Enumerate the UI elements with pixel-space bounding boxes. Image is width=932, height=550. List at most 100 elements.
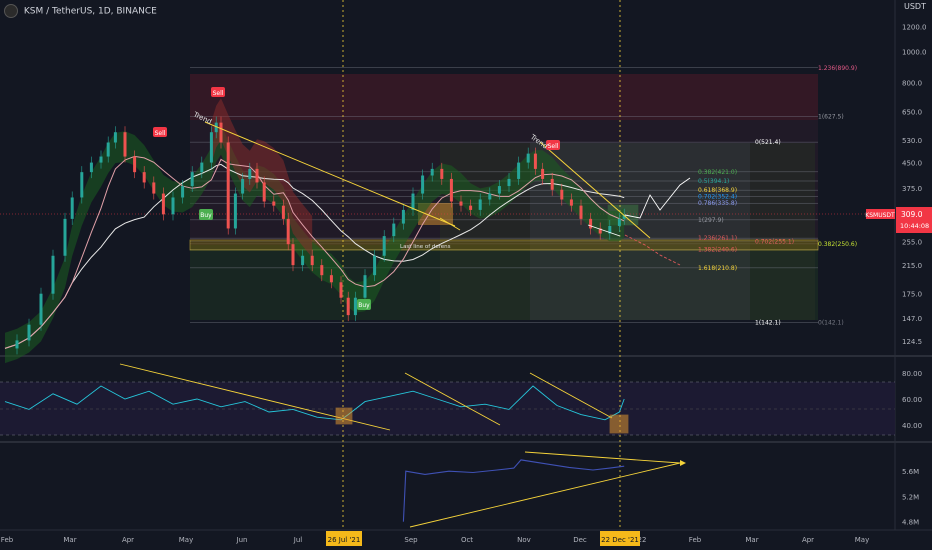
fib-label: 1(627.5) bbox=[818, 113, 844, 120]
fib-label: 0.5(394.1) bbox=[698, 178, 729, 185]
fib-zone-upper bbox=[190, 74, 818, 120]
osc-tick-label: 60.00 bbox=[902, 396, 922, 404]
fib-projection-zone bbox=[440, 143, 815, 320]
time-tick-label: Apr bbox=[122, 536, 134, 544]
svg-text:26 Jul '21: 26 Jul '21 bbox=[328, 536, 361, 544]
fib-label: 0(142.1) bbox=[818, 320, 844, 327]
chart-title: KSM / TetherUS, 1D, BINANCE bbox=[23, 6, 157, 17]
fib-label: 0(521.4) bbox=[755, 139, 781, 146]
volume-pane[interactable] bbox=[0, 443, 895, 529]
osc-band bbox=[0, 382, 895, 435]
fib-label: 1.618(210.8) bbox=[698, 265, 737, 272]
oscillator-axis[interactable]: 80.00 60.00 40.00 bbox=[902, 370, 922, 430]
vol-arrow bbox=[680, 460, 686, 466]
last-price-badge: KSMUSDT 309.0 10:44:08 bbox=[865, 207, 932, 233]
buy-signal-1[interactable]: Buy bbox=[199, 209, 213, 220]
svg-text:Buy: Buy bbox=[358, 302, 370, 309]
fib-label: 0.382(250.6) bbox=[818, 241, 857, 248]
svg-text:309.0: 309.0 bbox=[901, 210, 923, 219]
projection-up bbox=[624, 177, 691, 219]
trendline-small bbox=[439, 217, 461, 231]
osc-box-1 bbox=[335, 407, 353, 425]
support-zone bbox=[189, 239, 819, 251]
time-tick-label: Sep bbox=[404, 536, 418, 544]
price-tick-label: 1200.0 bbox=[902, 23, 927, 31]
time-tick-label: Feb bbox=[1, 536, 14, 544]
symbol-logo-icon bbox=[4, 4, 18, 18]
price-axis[interactable]: 1200.01000.0800.0650.0530.0450.0375.0310… bbox=[902, 23, 927, 346]
vol-trendline-down bbox=[524, 451, 681, 464]
currency-code: USDT bbox=[904, 2, 926, 11]
fib-labels: 1.236(890.9) 1(627.5) 0.382(250.6) 0(142.1)… bbox=[698, 65, 857, 327]
trendline-down-2 bbox=[539, 141, 651, 239]
svg-text:KSMUSDT: KSMUSDT bbox=[865, 212, 895, 219]
price-tick-label: 650.0 bbox=[902, 109, 922, 117]
time-tick-label: Mar bbox=[63, 536, 76, 544]
price-tick-label: 147.0 bbox=[902, 315, 922, 323]
fib-label: 1.236(890.9) bbox=[818, 65, 857, 72]
time-tick-label: Feb bbox=[689, 536, 702, 544]
price-candles[interactable] bbox=[15, 116, 626, 355]
trendline-down-1 bbox=[204, 121, 456, 227]
time-axis[interactable]: Feb Mar Apr May Jun Jul Sep Oct Nov Dec 22 Feb Mar Ap… bbox=[1, 536, 869, 544]
buy-signal-2[interactable]: Buy bbox=[357, 299, 371, 310]
price-tick-label: 375.0 bbox=[902, 185, 922, 193]
chart-header[interactable]: KSM / TetherUS, 1D, BINANCE bbox=[4, 4, 157, 18]
svg-text:Sell: Sell bbox=[155, 130, 166, 137]
fib-label: 1(142.1) bbox=[755, 320, 781, 327]
moving-average-fast bbox=[4, 155, 625, 349]
time-tick-label: 22 bbox=[638, 536, 647, 544]
date-badge-1: 26 Jul '21 bbox=[326, 531, 362, 546]
time-tick-label: Apr bbox=[802, 536, 814, 544]
osc-tick-label: 40.00 bbox=[902, 422, 922, 430]
indicator-cloud bbox=[5, 124, 625, 364]
fib-label: 1(297.9) bbox=[698, 217, 724, 224]
price-tick-label: 530.0 bbox=[902, 137, 922, 145]
time-tick-label: Mar bbox=[745, 536, 758, 544]
sell-signal-3[interactable]: Sell bbox=[546, 140, 560, 150]
wedge-lower bbox=[587, 224, 621, 237]
time-tick-label: Jun bbox=[236, 536, 248, 544]
fib-label: 1.236(261.1) bbox=[698, 235, 737, 242]
time-tick-label: May bbox=[855, 536, 869, 544]
fib-label: 0.618(368.9) bbox=[698, 187, 737, 194]
time-tick-label: Oct bbox=[461, 536, 473, 544]
price-tick-label: 800.0 bbox=[902, 80, 922, 88]
fib-label: 0.382(421.0) bbox=[698, 169, 737, 176]
sell-signal-2[interactable]: Sell bbox=[153, 127, 167, 137]
volume-indicator-line bbox=[402, 459, 625, 522]
date-badge-2: 22 Dec '21 bbox=[600, 531, 640, 546]
fib-label: 1.382(240.6) bbox=[698, 247, 737, 254]
fib-label: 0.702(352.4) bbox=[698, 194, 737, 201]
moving-average-slow bbox=[4, 163, 625, 349]
price-tick-label: 450.0 bbox=[902, 160, 922, 168]
price-tick-label: 1000.0 bbox=[902, 49, 927, 57]
vol-tick-label: 5.6M bbox=[902, 468, 919, 476]
osc-tick-label: 80.00 bbox=[902, 370, 922, 378]
svg-text:Sell: Sell bbox=[548, 143, 559, 150]
sell-signal-1[interactable]: Sell bbox=[211, 87, 225, 97]
vol-tick-label: 5.2M bbox=[902, 493, 919, 501]
fib-projection-gray bbox=[530, 143, 750, 320]
last-line-label: Last line of defens bbox=[400, 244, 451, 250]
fib-label: 0.786(335.8) bbox=[698, 200, 737, 207]
osc-trendline-3 bbox=[529, 372, 613, 419]
price-tick-label: 124.5 bbox=[902, 338, 922, 346]
osc-trendline-2 bbox=[404, 372, 501, 426]
price-tick-label: 215.0 bbox=[902, 262, 922, 270]
volume-axis[interactable]: 5.6M 5.2M 4.8M bbox=[902, 468, 919, 526]
osc-box-2 bbox=[609, 414, 629, 434]
time-tick-label: Nov bbox=[517, 536, 531, 544]
fib-label: 0.702(255.1) bbox=[755, 238, 794, 245]
vol-trendline-up bbox=[409, 462, 681, 528]
price-tick-label: 255.0 bbox=[902, 238, 922, 246]
time-tick-label: May bbox=[179, 536, 193, 544]
svg-text:Sell: Sell bbox=[213, 90, 224, 97]
svg-text:22 Dec '21: 22 Dec '21 bbox=[601, 536, 639, 544]
time-tick-label: Jul bbox=[293, 536, 303, 544]
time-tick-label: Dec bbox=[573, 536, 587, 544]
svg-text:Buy: Buy bbox=[200, 212, 212, 219]
price-tick-label: 175.0 bbox=[902, 291, 922, 299]
currency-label: USDT bbox=[904, 2, 926, 11]
